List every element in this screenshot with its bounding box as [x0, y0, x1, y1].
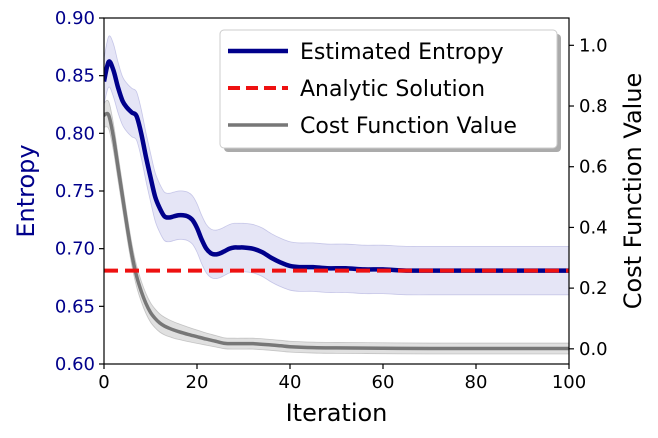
left-y-axis-label: Entropy [12, 144, 40, 237]
plot-area [104, 35, 569, 355]
right-y-tick-label: 0.6 [579, 157, 608, 178]
x-tick-label: 0 [98, 372, 109, 393]
left-y-tick-label: 0.85 [55, 66, 95, 87]
right-y-tick-label: 0.8 [579, 96, 608, 117]
axes: 0 20 40 60 80 100 0.60 0.65 0.70 0.75 0.80 0.85 0.90… [12, 8, 647, 427]
left-y-tick-label: 0.75 [55, 181, 95, 202]
left-y-tick-label: 0.70 [55, 239, 95, 260]
cost-function-line [104, 111, 569, 351]
right-y-tick-label: 0.0 [579, 339, 608, 360]
left-y-tick-label: 0.65 [55, 296, 95, 317]
right-y-tick-label: 1.0 [579, 35, 608, 56]
x-tick-label: 60 [372, 372, 395, 393]
left-y-tick-label: 0.80 [55, 123, 95, 144]
x-tick-label: 80 [465, 372, 488, 393]
legend-label-analytic-solution: Analytic Solution [300, 77, 485, 102]
estimated-entropy-line [104, 59, 569, 273]
x-axis-label: Iteration [286, 399, 388, 427]
left-y-tick-label: 0.90 [55, 8, 95, 29]
cost-function-band [104, 99, 569, 355]
legend-label-cost-function-value: Cost Function Value [300, 114, 517, 139]
entropy-band [104, 35, 569, 296]
legend: Estimated Entropy Analytic Solution Cost F… [219, 29, 561, 152]
right-y-tick-label: 0.4 [579, 217, 608, 238]
legend-label-estimated-entropy: Estimated Entropy [300, 40, 504, 65]
x-tick-label: 20 [186, 372, 209, 393]
legend-box [219, 29, 558, 149]
left-y-tick-label: 0.60 [55, 354, 95, 375]
right-y-tick-label: 0.2 [579, 278, 608, 299]
right-y-axis-label: Cost Function Value [619, 73, 647, 310]
x-tick-label: 100 [552, 372, 586, 393]
x-tick-label: 40 [279, 372, 302, 393]
